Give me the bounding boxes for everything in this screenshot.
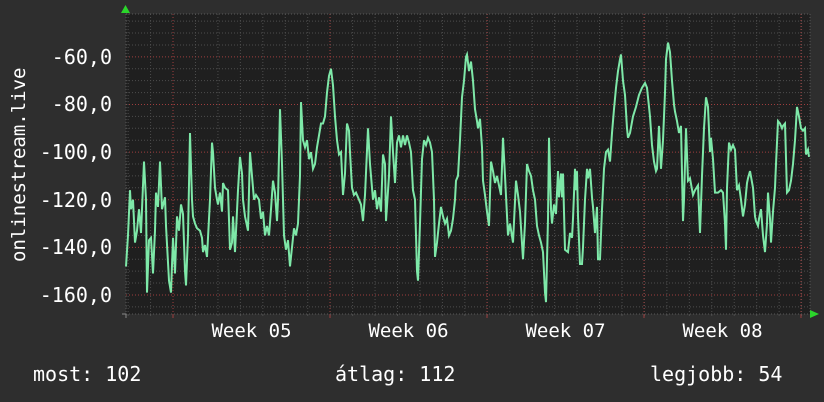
y-axis-tick-label: -100,0 — [39, 140, 112, 165]
y-axis-tick-label: -80,0 — [51, 92, 112, 117]
x-axis-week-label: Week 05 — [211, 320, 292, 342]
stat-most: most: 102 — [33, 362, 142, 386]
stat-atlag: átlag: 112 — [335, 362, 456, 386]
y-axis-tick-label: -140,0 — [39, 235, 112, 260]
x-axis-week-label: Week 08 — [682, 320, 763, 342]
x-axis-arrow-icon — [810, 310, 819, 318]
x-axis-week-label: Week 07 — [525, 320, 606, 342]
x-axis-week-label: Week 06 — [368, 320, 449, 342]
y-axis-tick-label: -120,0 — [39, 187, 112, 212]
stat-legjobb: legjobb: 54 — [650, 362, 783, 386]
data-line-series — [125, 42, 810, 303]
y-axis-tick-label: -60,0 — [51, 44, 112, 69]
y-axis-tick-label: -160,0 — [39, 282, 112, 307]
y-axis-arrow-icon — [121, 5, 130, 13]
